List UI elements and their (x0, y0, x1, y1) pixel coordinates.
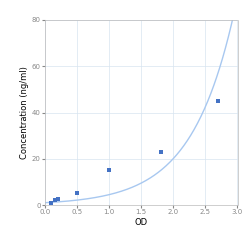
Point (75, 192, 79, 196)
Point (56, 197, 60, 201)
X-axis label: OD: OD (135, 218, 148, 227)
Y-axis label: Concentration (ng/ml): Concentration (ng/ml) (20, 66, 29, 159)
Point (52, 198, 56, 202)
Point (50, 201, 54, 205)
Point (216, 99, 220, 103)
Point (158, 150, 162, 154)
Point (107, 168, 111, 172)
